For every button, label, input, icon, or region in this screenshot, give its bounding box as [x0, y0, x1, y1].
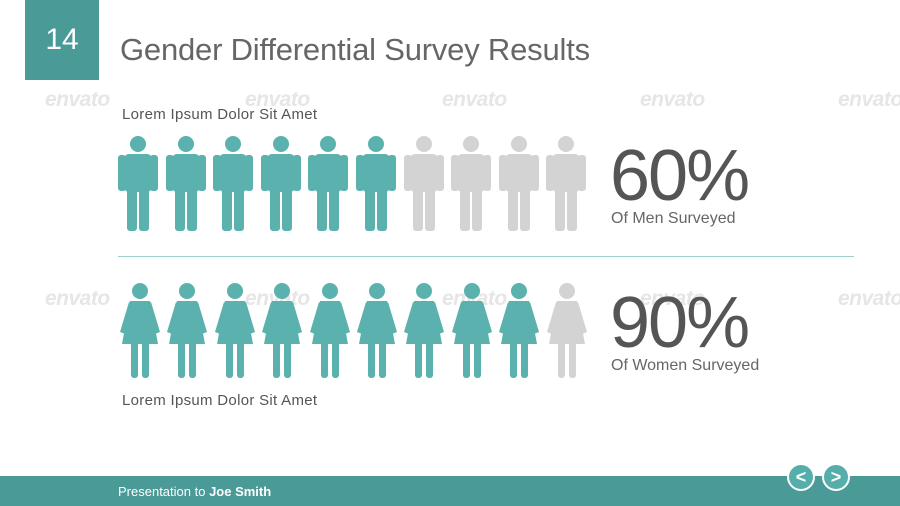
female-person-icon [499, 283, 539, 378]
prev-slide-button[interactable]: < [787, 463, 815, 491]
male-person-icon [213, 136, 253, 231]
women-figures [118, 282, 598, 382]
male-person-icon [451, 136, 491, 231]
divider [118, 256, 854, 257]
watermark: envato [640, 287, 705, 310]
next-slide-button[interactable]: > [822, 463, 850, 491]
male-person-icon [404, 136, 444, 231]
male-person-icon [118, 136, 158, 231]
footer-bar: Presentation to Joe Smith [0, 476, 900, 506]
watermark: envato [245, 287, 310, 310]
female-person-icon [120, 283, 160, 378]
female-person-icon [262, 283, 302, 378]
women-percent: 90% [610, 283, 750, 363]
watermark: envato [838, 287, 900, 310]
male-person-icon [166, 136, 206, 231]
men-percent-label: Of Men Surveyed [611, 210, 736, 227]
slide-title: Gender Differential Survey Results [120, 32, 590, 67]
male-person-icon [499, 136, 539, 231]
female-person-icon [452, 283, 492, 378]
women-caption: Lorem Ipsum Dolor Sit Amet [122, 392, 318, 409]
women-percent-label: Of Women Surveyed [611, 357, 760, 374]
watermark: envato [45, 88, 110, 111]
female-person-icon [215, 283, 255, 378]
male-person-icon [356, 136, 396, 231]
female-person-icon [547, 283, 587, 378]
female-person-icon [404, 283, 444, 378]
watermark: envato [442, 88, 507, 111]
male-person-icon [308, 136, 348, 231]
footer-text: Presentation to Joe Smith [118, 484, 271, 499]
male-person-icon [546, 136, 586, 231]
slide-number: 14 [25, 0, 99, 80]
footer-prefix: Presentation to [118, 484, 210, 499]
female-person-icon [357, 283, 397, 378]
men-figures [118, 135, 598, 235]
men-caption: Lorem Ipsum Dolor Sit Amet [122, 106, 318, 123]
female-person-icon [167, 283, 207, 378]
presenter-name: Joe Smith [209, 484, 272, 499]
men-percent: 60% [610, 136, 750, 216]
women-pictogram [120, 283, 587, 378]
watermark: envato [245, 88, 310, 111]
watermark: envato [838, 88, 900, 111]
female-person-icon [310, 283, 350, 378]
male-person-icon [261, 136, 301, 231]
watermark: envato [45, 287, 110, 310]
watermark: envato [640, 88, 705, 111]
men-pictogram [118, 136, 586, 231]
